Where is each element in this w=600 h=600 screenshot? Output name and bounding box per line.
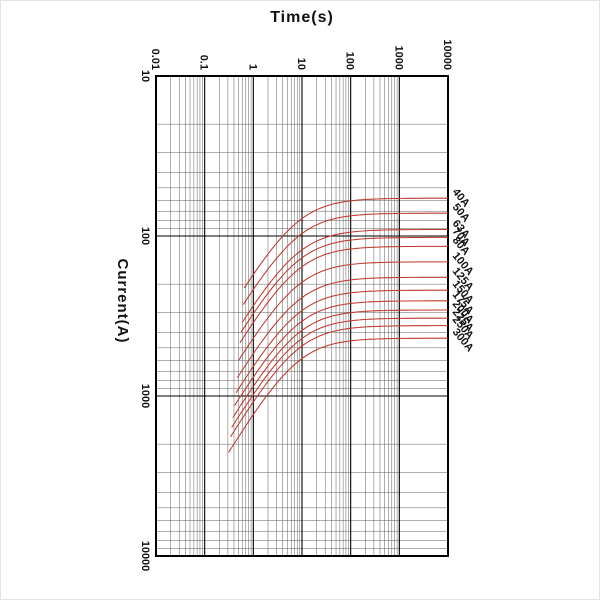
- x-tick-label: 10: [295, 58, 307, 70]
- curve-300A: [228, 337, 448, 453]
- x-tick-label: 1: [246, 64, 258, 70]
- curve-40A: [243, 197, 448, 289]
- curve-70A: [240, 236, 448, 333]
- curve-125A: [236, 276, 448, 378]
- chart-title: Time(s): [270, 9, 334, 26]
- y-tick-label: 10000: [139, 541, 151, 572]
- y-tick-label: 1000: [139, 384, 151, 408]
- x-tick-label: 10000: [441, 39, 453, 70]
- plot-border: [155, 75, 449, 557]
- x-tick-label: 0.1: [198, 55, 210, 70]
- x-tick-label: 0.01: [149, 49, 161, 70]
- x-tick-label: 100: [344, 52, 356, 70]
- y-tick-label: 100: [139, 227, 151, 245]
- y-tick-label: 10: [139, 70, 151, 82]
- curve-80A: [239, 245, 448, 344]
- x-tick-label: 1000: [392, 46, 404, 70]
- curve-250A: [230, 325, 448, 438]
- curve-150A: [235, 289, 448, 394]
- curve-200A: [232, 309, 448, 418]
- curve-50A: [242, 212, 448, 305]
- curve-225A: [231, 317, 448, 428]
- curve-100A: [238, 261, 449, 361]
- curve-63A: [241, 228, 448, 323]
- curve-175A: [234, 300, 448, 406]
